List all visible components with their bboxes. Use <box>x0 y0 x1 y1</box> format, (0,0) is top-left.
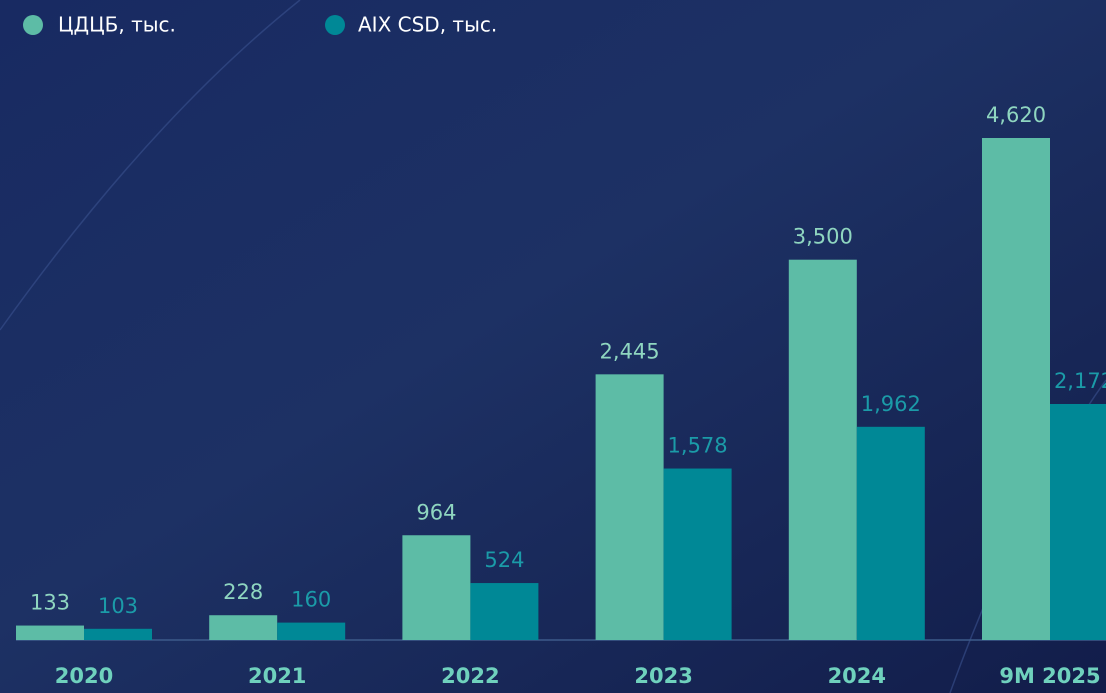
value-label: 524 <box>484 548 524 572</box>
x-tick-label: 2021 <box>248 664 306 688</box>
legend-label: AIX CSD, тыс. <box>358 13 497 37</box>
bar <box>84 628 152 640</box>
bar <box>209 615 278 640</box>
x-tick-label: 2024 <box>828 664 886 688</box>
value-label: 1,962 <box>861 392 921 416</box>
value-label: 133 <box>30 591 70 615</box>
value-label: 2,445 <box>600 339 660 363</box>
decor-line <box>0 0 301 331</box>
legend-swatch <box>23 15 43 35</box>
x-tick-label: 2023 <box>634 664 692 688</box>
value-label: 4,620 <box>986 103 1046 127</box>
bar <box>470 583 539 640</box>
bar <box>16 625 84 640</box>
bar <box>856 426 925 640</box>
x-tick-label: 9M 2025 <box>999 664 1100 688</box>
bar <box>982 137 1050 641</box>
bar <box>788 259 857 640</box>
bar <box>277 622 346 640</box>
bar <box>1050 403 1106 640</box>
legend-swatch <box>325 15 345 35</box>
value-label: 160 <box>291 588 331 612</box>
value-label: 2,172 <box>1054 369 1106 393</box>
bar <box>402 535 471 640</box>
value-label: 103 <box>98 594 138 618</box>
legend-label: ЦДЦБ, тыс. <box>58 13 176 37</box>
value-label: 228 <box>223 580 263 604</box>
bar <box>595 374 664 640</box>
value-label: 1,578 <box>668 434 728 458</box>
bar <box>663 468 732 640</box>
value-label: 964 <box>416 500 456 524</box>
x-tick-label: 2020 <box>55 664 113 688</box>
x-tick-label: 2022 <box>441 664 499 688</box>
value-label: 3,500 <box>793 225 853 249</box>
